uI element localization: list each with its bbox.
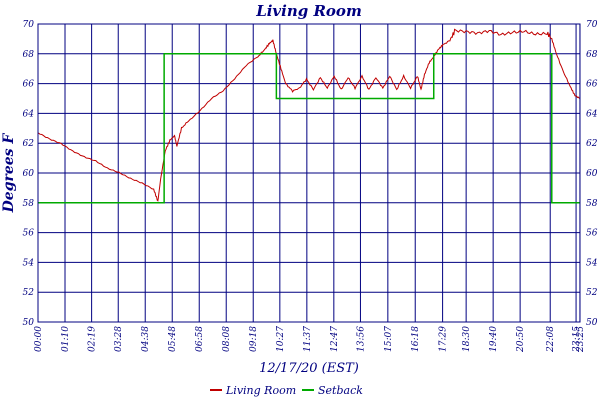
y-tick-label-right: 62 <box>586 139 598 149</box>
y-tick-label-left: 52 <box>23 288 35 298</box>
x-tick-label: 08:08 <box>222 326 232 352</box>
y-axis-label: Degrees F <box>1 133 17 214</box>
x-tick-label: 04:38 <box>141 326 151 352</box>
y-tick-label-left: 64 <box>23 109 35 119</box>
x-tick-label: 16:18 <box>411 326 421 352</box>
y-tick-label-left: 66 <box>23 80 35 90</box>
chart-title: Living Room <box>255 2 362 20</box>
y-tick-label-left: 68 <box>23 50 35 60</box>
plot-area-border <box>37 23 581 323</box>
y-tick-label-right: 70 <box>586 20 598 30</box>
x-axis-label: 12/17/20 (EST) <box>259 361 359 376</box>
x-tick-label: 09:18 <box>249 326 259 352</box>
legend: Living Room Setback <box>210 384 363 397</box>
x-tick-label: 05:48 <box>168 326 178 352</box>
y-tick-label-left: 60 <box>23 169 35 179</box>
x-tick-label: 23:15 <box>572 326 582 353</box>
y-tick-label-right: 68 <box>586 50 598 60</box>
x-tick-label: 23:25 <box>576 326 586 353</box>
x-tick-label: 00:00 <box>34 326 44 352</box>
y-tick-label-left: 62 <box>23 139 35 149</box>
y-tick-label-left: 58 <box>23 199 35 209</box>
series-line-setback <box>38 53 580 204</box>
y-tick-labels: 50 50 52 52 54 54 56 56 58 58 60 60 62 62 64 64 66 66 68 68… <box>23 20 598 328</box>
x-tick-label: 02:19 <box>88 326 98 352</box>
x-tick-label: 13:56 <box>356 326 366 352</box>
y-tick-label-right: 66 <box>586 80 598 90</box>
x-tick-labels: 00:00 01:10 02:19 03:28 04:38 05:48 06:58 08:08… <box>34 326 586 353</box>
x-tick-label: 11:37 <box>303 326 313 352</box>
legend-label: Living Room <box>225 384 296 397</box>
x-tick-label: 22:08 <box>546 326 556 353</box>
y-tick-label-right: 64 <box>586 109 598 119</box>
x-tick-label: 17:29 <box>439 326 449 352</box>
x-tick-label: 15:07 <box>384 326 394 352</box>
y-tick-label-left: 50 <box>23 318 35 328</box>
x-tick-label: 06:58 <box>195 326 205 352</box>
x-tick-label: 12:47 <box>330 326 340 352</box>
y-tick-label-left: 54 <box>23 258 35 268</box>
y-tick-label-right: 54 <box>586 258 598 268</box>
y-tick-label-right: 52 <box>586 288 598 298</box>
x-tick-label: 18:30 <box>462 326 472 352</box>
y-tick-label-left: 56 <box>23 229 35 239</box>
y-tick-label-right: 58 <box>586 199 598 209</box>
x-tick-label: 20:50 <box>516 326 526 353</box>
series-line-living-room <box>37 28 581 202</box>
x-tick-label: 03:28 <box>114 326 124 352</box>
y-tick-label-right: 50 <box>586 318 598 328</box>
legend-label: Setback <box>318 384 363 397</box>
y-tick-label-right: 56 <box>586 229 598 239</box>
y-tick-label-left: 70 <box>23 20 35 30</box>
series-layer <box>37 28 581 204</box>
x-tick-label: 19:40 <box>489 326 499 352</box>
x-tick-label: 01:10 <box>61 326 71 352</box>
y-tick-label-right: 60 <box>586 169 598 179</box>
x-tick-label: 10:27 <box>276 326 286 352</box>
